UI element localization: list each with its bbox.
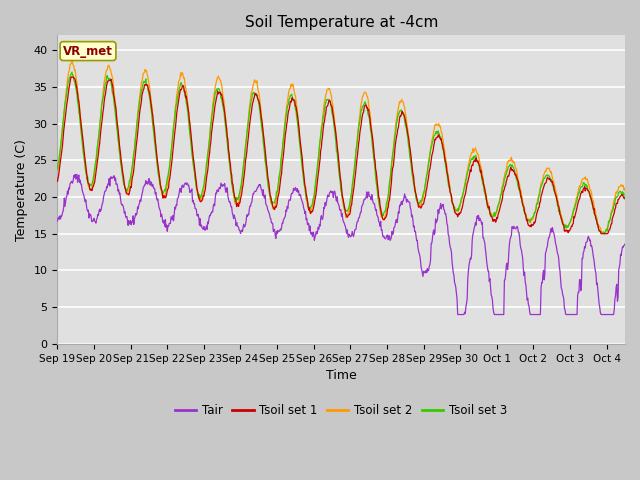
Legend: Tair, Tsoil set 1, Tsoil set 2, Tsoil set 3: Tair, Tsoil set 1, Tsoil set 2, Tsoil se…: [170, 399, 513, 421]
Title: Soil Temperature at -4cm: Soil Temperature at -4cm: [244, 15, 438, 30]
X-axis label: Time: Time: [326, 369, 356, 382]
Y-axis label: Temperature (C): Temperature (C): [15, 139, 28, 240]
Text: VR_met: VR_met: [63, 45, 113, 58]
